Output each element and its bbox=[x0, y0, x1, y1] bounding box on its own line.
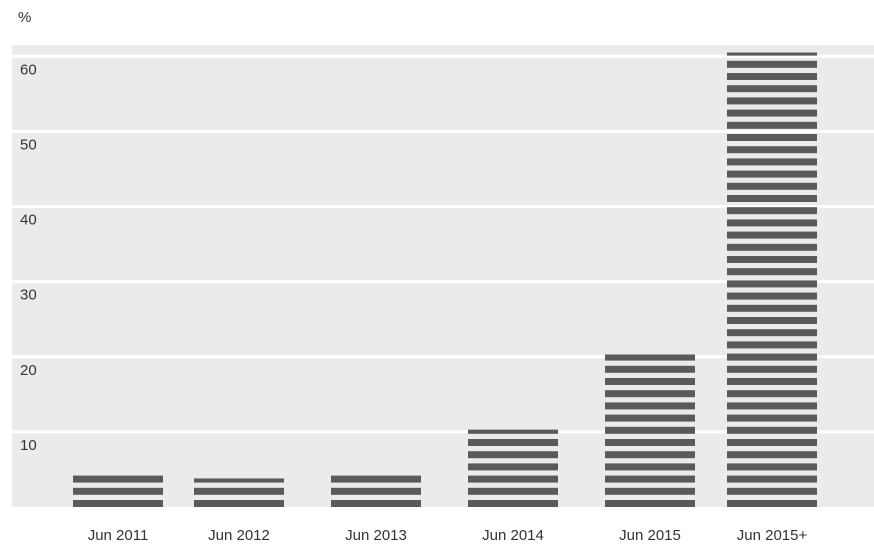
bar-stripe bbox=[727, 182, 817, 190]
y-tick-label: 40 bbox=[20, 212, 37, 229]
bar-stripe bbox=[727, 170, 817, 178]
bar-stripe bbox=[73, 487, 163, 495]
bar-stripe bbox=[605, 354, 695, 361]
bar-stripe bbox=[727, 268, 817, 276]
gridline-50 bbox=[12, 129, 874, 133]
y-unit-label: % bbox=[18, 9, 31, 26]
bar-stripe bbox=[605, 365, 695, 373]
bar-stripe bbox=[468, 439, 558, 446]
bar-stripe bbox=[727, 158, 817, 166]
bar-stripe bbox=[727, 85, 817, 93]
bar-stripe bbox=[727, 475, 817, 483]
bar-stripe bbox=[605, 414, 695, 422]
bar-stripe bbox=[727, 353, 817, 361]
bar-stripe bbox=[727, 451, 817, 459]
y-tick-label: 30 bbox=[20, 287, 37, 304]
bar-stripe bbox=[727, 280, 817, 288]
bar-stripe bbox=[605, 439, 695, 446]
bar-stripe bbox=[194, 487, 284, 495]
bar-stripe bbox=[73, 500, 163, 507]
y-tick-label: 10 bbox=[20, 437, 37, 454]
bar-stripe bbox=[727, 256, 817, 263]
bar-stripe bbox=[605, 500, 695, 507]
bar-stripe bbox=[727, 463, 817, 471]
bar-stripe bbox=[727, 207, 817, 215]
bar-stripe bbox=[727, 317, 817, 324]
bar-stripe bbox=[605, 378, 695, 385]
bar-stripe bbox=[194, 500, 284, 507]
bar-stripe bbox=[73, 475, 163, 483]
bar-stripe bbox=[727, 414, 817, 422]
bar-stripe bbox=[468, 500, 558, 507]
bar-stripe bbox=[727, 365, 817, 373]
bar-stripe bbox=[605, 487, 695, 495]
bar-stripe bbox=[727, 109, 817, 117]
bar-stripe bbox=[605, 451, 695, 459]
bar-stripe bbox=[468, 487, 558, 495]
bar-stripe bbox=[727, 231, 817, 239]
bar-stripe bbox=[468, 475, 558, 483]
y-tick-label: 60 bbox=[20, 61, 37, 78]
bar-1 bbox=[73, 475, 163, 507]
x-category-label: Jun 2013 bbox=[345, 527, 407, 544]
gridline-20 bbox=[12, 355, 874, 359]
bar-5 bbox=[605, 354, 695, 507]
bar-stripe bbox=[727, 304, 817, 312]
bar-stripe bbox=[468, 463, 558, 471]
y-tick-label: 50 bbox=[20, 136, 37, 153]
y-tick-label: 20 bbox=[20, 362, 37, 379]
gridline-10 bbox=[12, 430, 874, 434]
bar-stripe bbox=[605, 475, 695, 483]
bar-stripe bbox=[727, 378, 817, 385]
bar-stripe bbox=[727, 219, 817, 227]
bar-stripe bbox=[727, 426, 817, 434]
x-category-label: Jun 2011 bbox=[88, 527, 149, 544]
bar-stripe bbox=[727, 134, 817, 141]
bar-stripe bbox=[727, 292, 817, 300]
gridline-30 bbox=[12, 280, 874, 284]
bar-stripe bbox=[605, 426, 695, 434]
bar-stripe bbox=[194, 478, 284, 483]
x-category-label: Jun 2014 bbox=[482, 527, 544, 544]
bar-stripe bbox=[727, 195, 817, 202]
bar-stripe bbox=[727, 487, 817, 495]
bar-stripe bbox=[727, 146, 817, 154]
bar-stripe bbox=[727, 60, 817, 68]
bar-stripe bbox=[727, 121, 817, 129]
bar-stripe bbox=[605, 463, 695, 471]
bar-stripe bbox=[727, 500, 817, 507]
x-category-label: Jun 2015+ bbox=[737, 527, 808, 544]
bar-stripe bbox=[331, 487, 421, 495]
bar-2 bbox=[194, 478, 284, 507]
bar-4 bbox=[468, 429, 558, 507]
gridline-60 bbox=[12, 54, 874, 58]
bar-3 bbox=[331, 475, 421, 507]
bar-stripe bbox=[331, 475, 421, 483]
bar-stripe bbox=[331, 500, 421, 507]
bar-stripe bbox=[727, 97, 817, 105]
bar-stripe bbox=[727, 341, 817, 349]
x-category-labels: Jun 2011 Jun 2012 Jun 2013 Jun 2014 Jun 2015… bbox=[88, 527, 808, 544]
bars bbox=[73, 52, 817, 507]
x-category-label: Jun 2012 bbox=[208, 527, 270, 544]
bar-stripe bbox=[727, 243, 817, 251]
y-tick-labels: 10 20 30 40 50 60 bbox=[20, 61, 37, 454]
gridline-40 bbox=[12, 205, 874, 209]
bar-stripe bbox=[727, 390, 817, 398]
bar-6 bbox=[727, 52, 817, 507]
x-category-label: Jun 2015 bbox=[619, 527, 681, 544]
bar-stripe bbox=[605, 402, 695, 410]
bar-stripe bbox=[727, 439, 817, 446]
bar-stripe bbox=[727, 73, 817, 80]
bar-stripe bbox=[727, 402, 817, 410]
bar-stripe bbox=[468, 429, 558, 434]
bar-stripe bbox=[605, 390, 695, 398]
gridlines bbox=[12, 54, 874, 434]
bar-stripe bbox=[468, 451, 558, 459]
bar-stripe bbox=[727, 52, 817, 56]
bar-stripe bbox=[727, 329, 817, 337]
